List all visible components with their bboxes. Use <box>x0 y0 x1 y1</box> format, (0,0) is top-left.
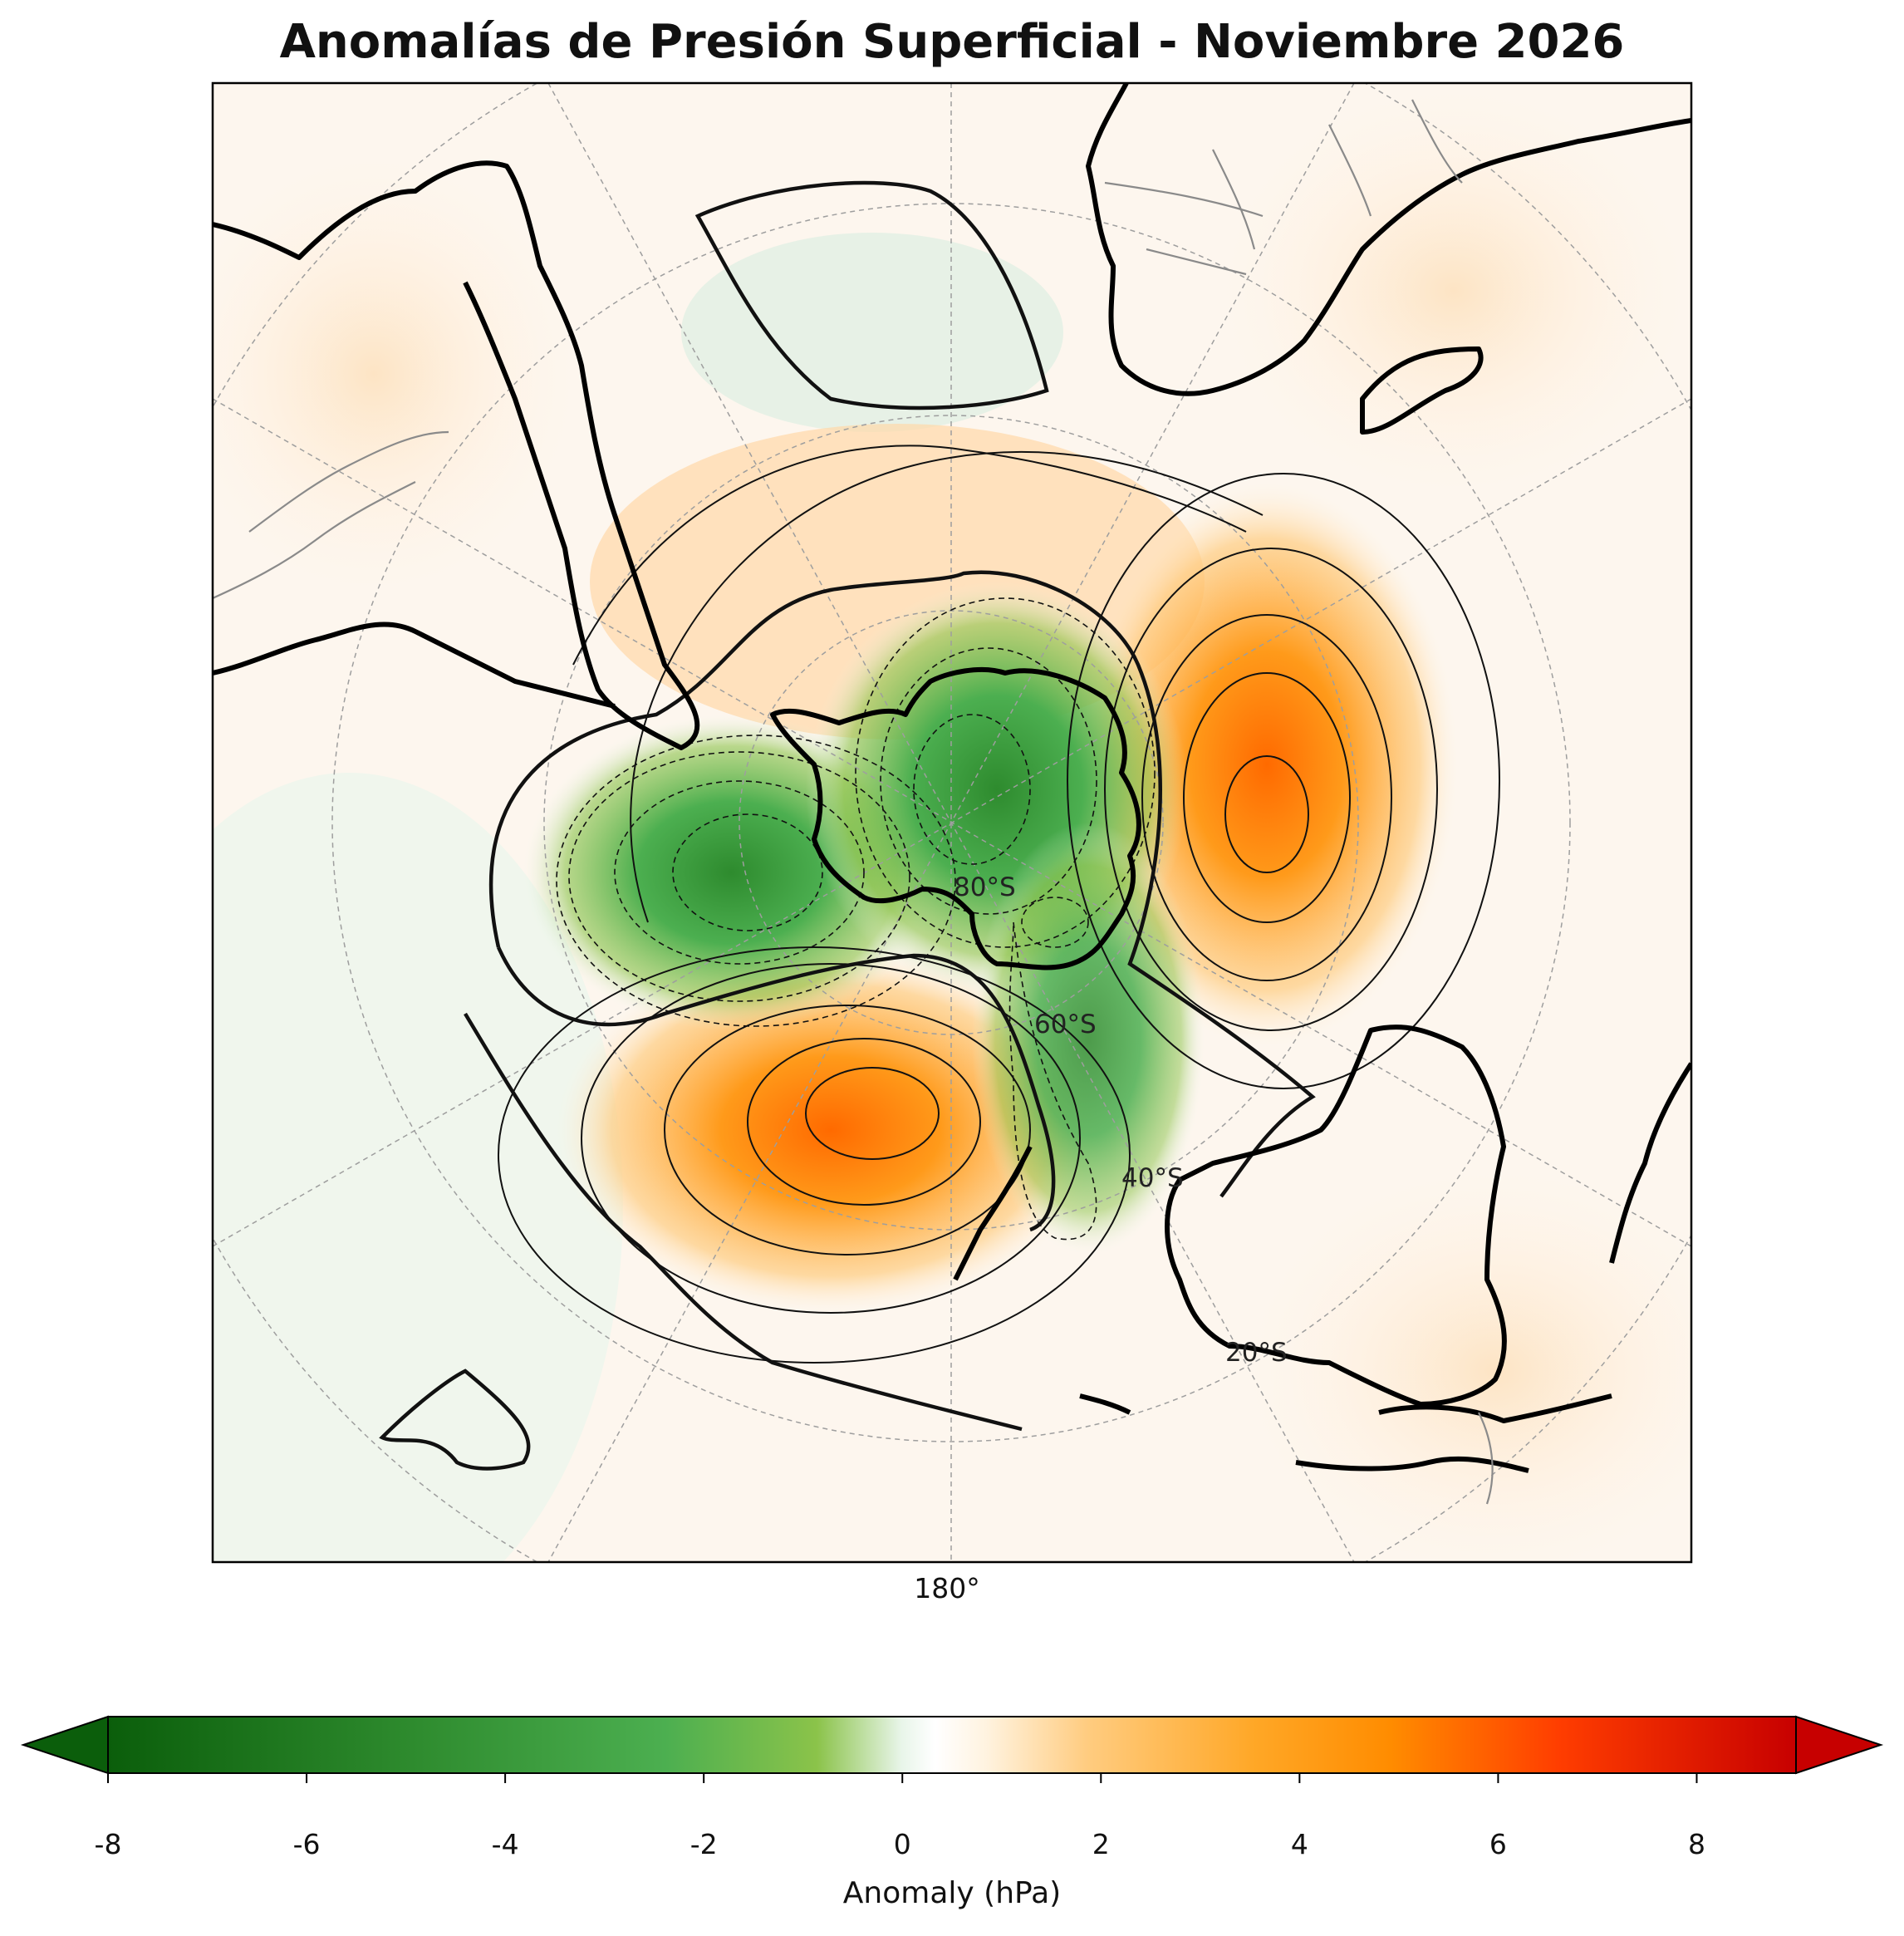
lat-label-40s: 40°S <box>1121 1163 1184 1193</box>
new-zealand-coastline <box>953 1145 1033 1281</box>
contours-negative <box>556 597 1156 1241</box>
contours-positive <box>498 445 1500 1364</box>
colorbar-tick-label: -6 <box>292 1828 321 1860</box>
colorbar-tick-label: 2 <box>1092 1828 1110 1860</box>
contours-zero <box>379 180 1316 1471</box>
colorbar-tick-label: 6 <box>1489 1828 1507 1860</box>
colorbar-extend-high <box>1795 1715 1884 1775</box>
colorbar-tick-label: -8 <box>94 1828 122 1860</box>
australia-coastline <box>1165 1025 1507 1407</box>
africa-coastline <box>1086 83 1691 396</box>
lat-label-80s: 80°S <box>954 872 1016 902</box>
colorbar-tick-label: 4 <box>1290 1828 1308 1860</box>
map-title: Anomalías de Presión Superficial - Novie… <box>279 15 1625 69</box>
map-field <box>213 83 1691 1562</box>
colorbar-bar <box>107 1716 1797 1774</box>
se-asia-coastline <box>1609 1062 1691 1264</box>
madagascar-coastline <box>1360 346 1484 435</box>
south-america-coastline <box>213 160 700 750</box>
positive-center-south <box>557 947 1105 1313</box>
colorbar-tick-label: -4 <box>491 1828 519 1860</box>
colorbar-label: Anomaly (hPa) <box>842 1876 1062 1910</box>
lat-label-60s: 60°S <box>1034 1010 1097 1039</box>
colorbar-tick-label: 8 <box>1687 1828 1705 1860</box>
colorbar-tick-label: -2 <box>689 1828 718 1860</box>
west-coast-coastline <box>213 622 616 709</box>
indonesia-coastline <box>1295 1456 1529 1473</box>
pacific-island-coastline <box>1079 1393 1131 1415</box>
antarctica-coastline <box>770 666 1141 970</box>
coastlines <box>213 83 1691 1473</box>
country-borders <box>213 99 1494 1505</box>
map-frame <box>211 81 1693 1564</box>
colorbar-extend-low <box>20 1715 109 1775</box>
longitude-label: 180° <box>914 1572 980 1604</box>
papua-coastline <box>1378 1393 1612 1423</box>
lat-label-20s: 20°S <box>1225 1338 1288 1368</box>
colorbar-tick-label: 0 <box>893 1828 911 1860</box>
colorbar <box>20 1715 1884 1783</box>
